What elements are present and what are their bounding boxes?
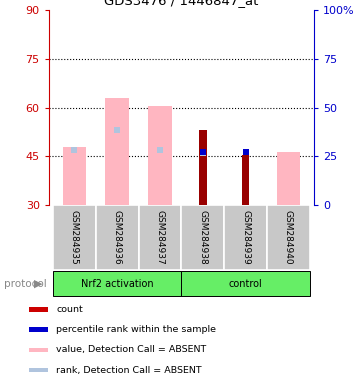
Text: percentile rank within the sample: percentile rank within the sample: [56, 325, 217, 334]
Text: control: control: [229, 278, 262, 289]
Bar: [29, 348, 48, 353]
Text: GSM284935: GSM284935: [70, 210, 79, 265]
Bar: [199, 131, 206, 205]
Text: value, Detection Call = ABSENT: value, Detection Call = ABSENT: [56, 346, 207, 354]
Bar: [29, 367, 48, 372]
Text: GSM284940: GSM284940: [284, 210, 293, 265]
Bar: [242, 155, 249, 205]
Bar: [53, 205, 96, 270]
Bar: [224, 205, 267, 270]
Text: protocol: protocol: [4, 278, 46, 289]
Bar: [96, 205, 139, 270]
Bar: [139, 205, 182, 270]
Bar: [277, 152, 300, 205]
Text: Nrf2 activation: Nrf2 activation: [81, 278, 153, 289]
Text: ▶: ▶: [34, 278, 42, 289]
Bar: [29, 307, 48, 312]
Bar: [53, 271, 182, 296]
Bar: [105, 98, 129, 205]
Text: count: count: [56, 305, 83, 314]
Text: GSM284936: GSM284936: [113, 210, 122, 265]
Text: GSM284939: GSM284939: [241, 210, 250, 265]
Text: GSM284938: GSM284938: [198, 210, 207, 265]
Bar: [267, 205, 310, 270]
Bar: [29, 327, 48, 332]
Bar: [63, 147, 86, 205]
Bar: [148, 106, 172, 205]
Title: GDS3476 / 1446847_at: GDS3476 / 1446847_at: [104, 0, 258, 7]
Bar: [182, 271, 310, 296]
Text: GSM284937: GSM284937: [156, 210, 165, 265]
Bar: [182, 205, 224, 270]
Text: rank, Detection Call = ABSENT: rank, Detection Call = ABSENT: [56, 366, 202, 374]
